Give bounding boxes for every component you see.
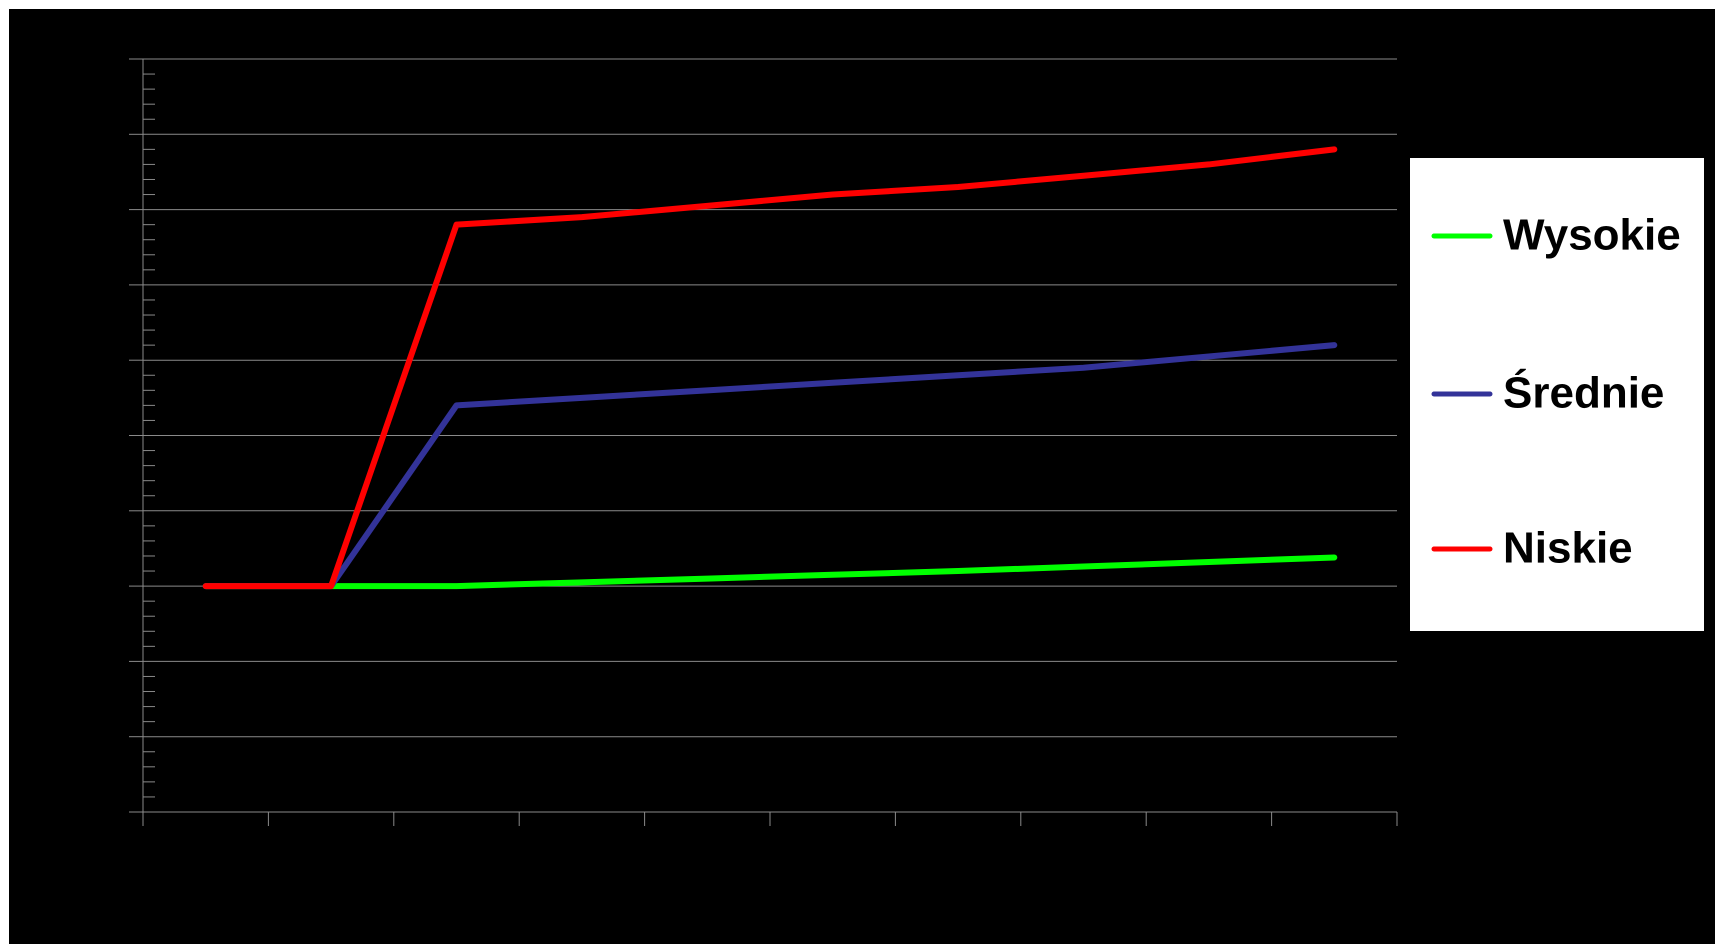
series-line <box>202 146 1338 590</box>
legend-label: Niskie <box>1503 524 1633 573</box>
series-line <box>202 554 1338 590</box>
legend-label: Wysokie <box>1503 211 1681 260</box>
series-line <box>202 342 1338 590</box>
legend-label: Średnie <box>1503 368 1664 418</box>
